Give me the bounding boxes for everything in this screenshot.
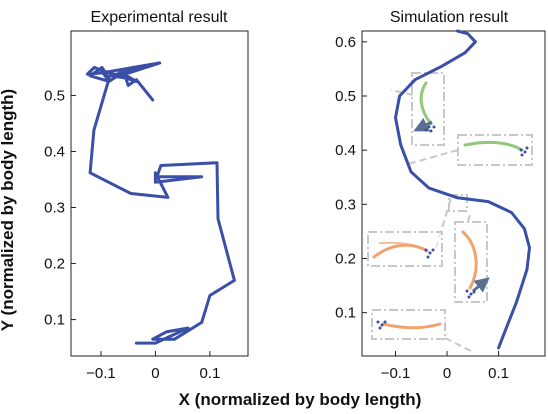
experimental-ticks: −0.1 0 0.1 0.1 0.2 0.3 0.4 0.5 [44, 87, 220, 382]
sim-y-tick-label: 0.3 [335, 196, 356, 213]
simulation-trajectory [394, 29, 531, 350]
shared-x-axis-label: X (normalized by body length) [179, 390, 422, 409]
sim-y-tick-label: 0.1 [335, 305, 356, 322]
head-marker-3 [424, 248, 435, 259]
exp-x-tick-label: 0 [151, 365, 159, 382]
exp-y-tick-label: 0.1 [44, 312, 65, 329]
exp-x-tick-label: 0.1 [199, 365, 220, 382]
exp-y-tick-label: 0.2 [44, 256, 65, 273]
snapshot-body-green-2 [463, 140, 524, 152]
connector-5 [444, 337, 474, 353]
experimental-plot-frame [70, 30, 249, 357]
simulation-panel: Simulation result −0.1 0 0.1 0.1 0.2 0.3 0.4 0.… [335, 9, 546, 382]
sim-y-tick-label: 0.2 [335, 251, 356, 268]
snapshot-body-orange-4 [381, 322, 442, 330]
simulation-plot-frame [361, 30, 546, 357]
head-marker-4 [465, 289, 476, 299]
experimental-panel: Experimental result −0.1 0 0.1 0.1 0.2 0.3 0.4… [44, 9, 249, 382]
trajectory-zoom-frame [448, 194, 468, 212]
exp-x-tick-label: −0.1 [86, 365, 116, 382]
exp-y-tick-label: 0.5 [44, 87, 65, 104]
sim-y-tick-label: 0.4 [335, 142, 356, 159]
snapshot-body-orange-2 [379, 241, 428, 251]
snapshot-body-orange-3 [461, 230, 478, 290]
connector-2 [407, 149, 459, 165]
simulation-ticks: −0.1 0 0.1 0.1 0.2 0.3 0.4 0.5 0.6 [335, 34, 509, 382]
simulation-title: Simulation result [390, 9, 509, 26]
shared-y-axis-label: Y (normalized by body length) [0, 89, 17, 331]
experimental-trajectory [85, 61, 236, 345]
connector-4 [467, 213, 471, 223]
snapshot-bodies [372, 81, 524, 330]
direction-arrow-1 [413, 117, 433, 132]
head-marker-2 [519, 146, 529, 157]
direction-arrow-2 [472, 277, 490, 293]
snapshot-frame-1 [411, 72, 445, 146]
head-marker-5 [376, 320, 387, 330]
direction-arrows [413, 117, 490, 293]
snapshot-frames [367, 72, 533, 340]
exp-y-tick-label: 0.4 [44, 143, 65, 160]
sim-y-tick-label: 0.6 [335, 34, 356, 51]
head-markers [376, 125, 529, 330]
snapshot-frame-3 [367, 231, 443, 267]
head-marker-1 [424, 125, 436, 133]
sim-y-tick-label: 0.5 [335, 88, 356, 105]
sim-x-tick-label: 0 [443, 365, 451, 382]
experimental-title: Experimental result [91, 9, 229, 26]
sim-x-tick-label: −0.1 [381, 365, 411, 382]
snapshot-frame-2 [457, 134, 533, 166]
exp-y-tick-label: 0.3 [44, 200, 65, 217]
sim-x-tick-label: 0.1 [488, 365, 509, 382]
snapshot-frame-4 [454, 221, 488, 303]
